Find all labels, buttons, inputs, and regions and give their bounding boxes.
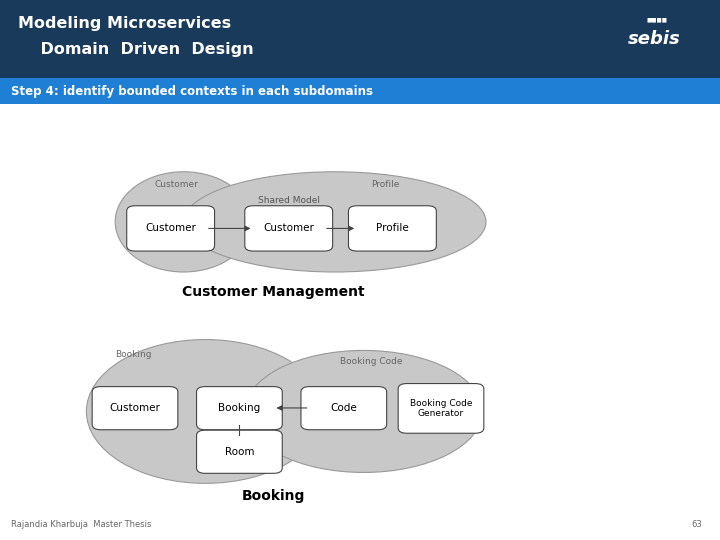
FancyBboxPatch shape <box>197 387 282 430</box>
Text: Customer Management: Customer Management <box>182 285 365 299</box>
Text: ■■■■: ■■■■ <box>647 17 667 23</box>
FancyBboxPatch shape <box>301 387 387 430</box>
FancyBboxPatch shape <box>245 206 333 251</box>
Text: Booking Code
Generator: Booking Code Generator <box>410 399 472 418</box>
Text: Booking: Booking <box>242 489 305 503</box>
Text: Profile: Profile <box>376 224 409 233</box>
Text: Customer: Customer <box>155 180 198 190</box>
Text: Rajandia Kharbuja  Master Thesis: Rajandia Kharbuja Master Thesis <box>11 520 151 529</box>
FancyBboxPatch shape <box>348 206 436 251</box>
Text: Customer: Customer <box>145 224 196 233</box>
Text: sebis: sebis <box>628 30 680 48</box>
Text: Profile: Profile <box>371 180 400 190</box>
Ellipse shape <box>245 350 482 472</box>
Text: 63: 63 <box>691 520 702 529</box>
Text: Booking: Booking <box>218 403 261 413</box>
Text: Step 4: identify bounded contexts in each subdomains: Step 4: identify bounded contexts in eac… <box>11 85 373 98</box>
Ellipse shape <box>184 172 486 272</box>
Text: Booking: Booking <box>115 350 151 359</box>
Text: Shared Model: Shared Model <box>258 195 320 205</box>
Text: Code: Code <box>330 403 357 413</box>
FancyBboxPatch shape <box>197 430 282 474</box>
Text: Customer: Customer <box>109 403 161 413</box>
Ellipse shape <box>86 340 324 483</box>
FancyBboxPatch shape <box>398 383 484 433</box>
Text: Room: Room <box>225 447 254 457</box>
Text: Customer: Customer <box>264 224 314 233</box>
FancyBboxPatch shape <box>127 206 215 251</box>
Ellipse shape <box>115 172 252 272</box>
Text: Modeling Microservices: Modeling Microservices <box>18 16 231 31</box>
Text: Domain  Driven  Design: Domain Driven Design <box>18 42 253 57</box>
FancyBboxPatch shape <box>92 387 178 430</box>
Text: Booking Code: Booking Code <box>340 357 402 366</box>
